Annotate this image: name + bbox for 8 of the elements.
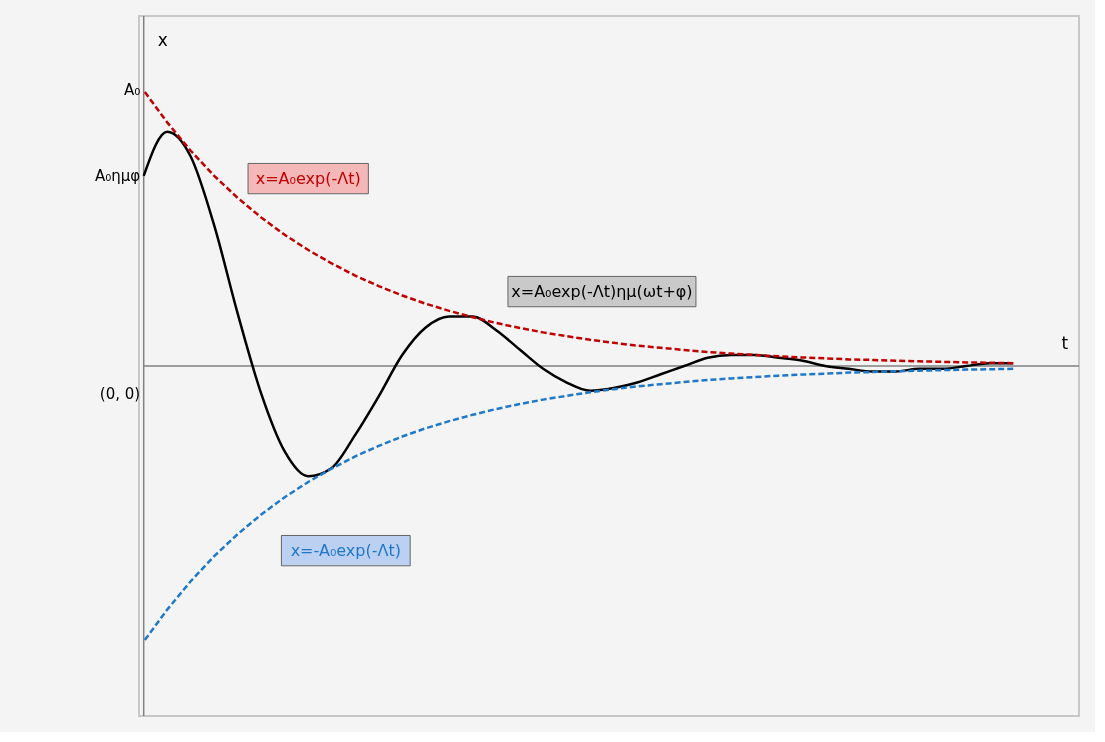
y-axis-title: x (157, 29, 168, 50)
x-axis-title: t (1061, 332, 1069, 353)
annotation: A₀ημφ (94, 166, 141, 185)
text: x=-A₀exp(-Λt) (290, 540, 401, 560)
annotation: (0, 0) (99, 384, 141, 403)
series-label: x=A₀exp(-Λt) (255, 168, 361, 188)
text: x=A₀exp(-Λt)ημ(ωt+φ) (511, 281, 693, 301)
annotation: A₀ (123, 81, 141, 100)
